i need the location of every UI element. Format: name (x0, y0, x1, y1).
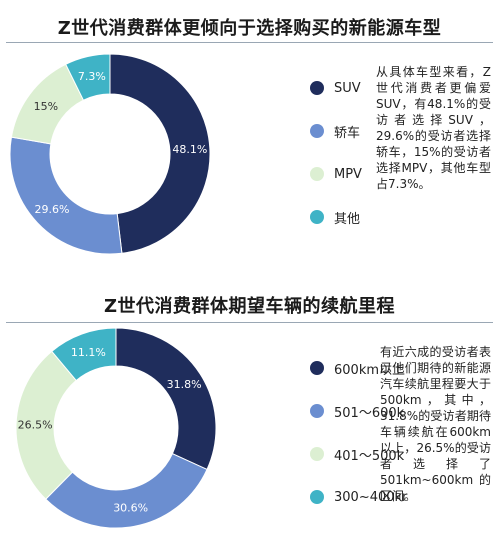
donut-slice-4 (51, 327, 117, 382)
slice-value-label: 7.3% (78, 70, 106, 83)
legend-swatch (310, 361, 324, 375)
slice-value-label: 48.1% (172, 143, 207, 156)
legend-swatch (310, 447, 324, 461)
legend-item: 300~400kr (310, 487, 407, 507)
legend-label: SUV (334, 80, 361, 96)
legend-label: MPV (334, 166, 362, 182)
donut-slice-1 (109, 53, 211, 254)
divider (6, 42, 493, 43)
chart1-title: Z世代消费群体更倾向于选择购买的新能源车型 (57, 18, 442, 39)
divider (6, 322, 493, 323)
legend-swatch (310, 490, 324, 504)
legend-swatch (310, 167, 324, 181)
donut-slice-2 (9, 136, 123, 255)
slice-value-label: 11.1% (71, 346, 106, 359)
legend-label: 501～600k (334, 405, 405, 421)
donut-slice-1 (115, 327, 217, 471)
legend-label: 600km以上 (334, 362, 406, 378)
slice-value-label: 29.6% (35, 203, 70, 216)
donut-slice-4 (65, 53, 111, 101)
legend-item: 501～600k (310, 401, 404, 421)
chart2-title: Z世代消费群体期望车辆的续航里程 (103, 296, 396, 317)
chart2-description: 有近六成的受访者表示他们期待的新能源汽车续航里程要大于500km，其中，31.8… (380, 345, 491, 503)
legend-item: 600km以上 (310, 358, 405, 378)
legend-swatch (310, 81, 324, 95)
legend-item: SUV (310, 78, 361, 98)
donut-slice-2 (45, 453, 208, 529)
legend-label: 300~400kr (334, 489, 408, 505)
chart1-donut: 48.1% 29.6% 15% 7.3% (9, 53, 211, 255)
slice-value-label: 30.6% (113, 502, 148, 515)
legend-label: 401～500k (334, 448, 405, 464)
legend-item: MPV (310, 164, 362, 184)
slice-value-label: 15% (34, 100, 58, 113)
legend-item: 轿车 (310, 121, 360, 141)
legend-label: 其他 (334, 211, 361, 227)
legend-item: 其他 (310, 207, 360, 227)
slice-value-label: 26.5% (18, 419, 53, 432)
legend-swatch (310, 124, 324, 138)
legend-swatch (310, 404, 324, 418)
legend-swatch (310, 210, 324, 224)
legend-item: 401～500k (310, 444, 404, 464)
legend-label: 轿车 (334, 125, 361, 141)
chart1-description: 从具体车型来看，Z世代消费者更偏爱SUV，有48.1%的受访者选择SUV，29.… (376, 65, 491, 191)
slice-value-label: 31.8% (167, 378, 202, 391)
chart2-donut: 31.8% 30.6% 26.5% 11.1% (15, 327, 217, 529)
